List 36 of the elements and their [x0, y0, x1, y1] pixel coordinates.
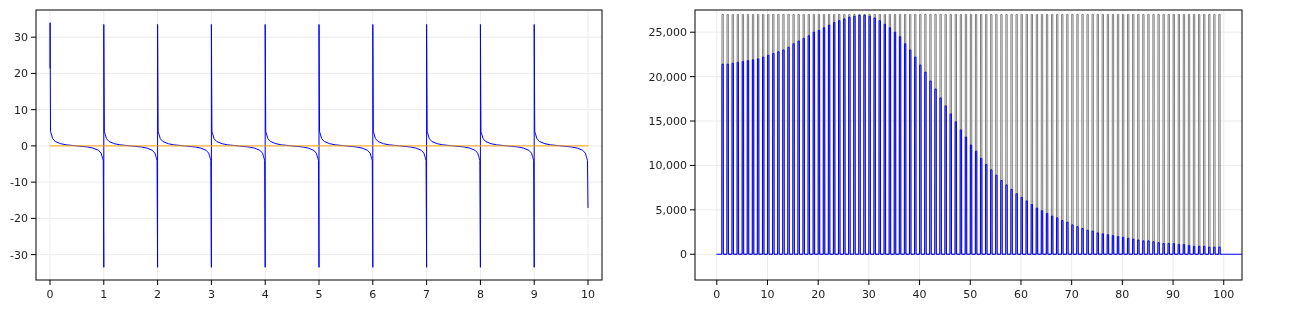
y-tick-label: 25,000: [648, 26, 687, 40]
x-tick-label: 2: [154, 288, 162, 301]
y-tick-label: 20: [14, 67, 28, 81]
y-tick-label: 0: [21, 139, 28, 153]
y-tick-label: 20,000: [648, 70, 687, 84]
x-tick-label: 9: [530, 288, 538, 301]
y-tick-label: 30: [14, 31, 28, 45]
x-tick-label: 60: [1013, 288, 1028, 301]
x-tick-label: 90: [1166, 288, 1181, 301]
y-tick-label: 15,000: [648, 115, 687, 129]
x-tick-label: 0: [46, 288, 54, 301]
x-tick-label: 40: [912, 288, 927, 301]
x-tick-label: 5: [315, 288, 323, 301]
x-tick-label: 6: [369, 288, 377, 301]
x-tick-label: 10: [581, 288, 596, 301]
y-tick-label: -20: [10, 212, 28, 226]
x-tick-label: 70: [1064, 288, 1079, 301]
x-tick-label: 10: [760, 288, 775, 301]
y-tick-label: 0: [680, 248, 687, 262]
y-tick-label: 10: [14, 103, 28, 117]
x-tick-label: 1: [100, 288, 108, 301]
x-tick-label: 20: [811, 288, 826, 301]
y-tick-label: 10,000: [648, 159, 687, 173]
x-tick-label: 4: [261, 288, 269, 301]
y-tick-label: -10: [10, 176, 28, 190]
line-series: [49, 22, 589, 268]
x-tick-label: 30: [861, 288, 876, 301]
x-tick-label: 3: [207, 288, 215, 301]
y-tick-label: 5,000: [655, 203, 687, 217]
x-tick-label: 100: [1213, 288, 1235, 301]
y-tick-label: -30: [10, 248, 28, 262]
x-tick-label: 8: [476, 288, 484, 301]
x-tick-label: 0: [713, 288, 721, 301]
x-tick-label: 80: [1115, 288, 1130, 301]
x-tick-label: 7: [423, 288, 431, 301]
x-tick-label: 50: [963, 288, 978, 301]
